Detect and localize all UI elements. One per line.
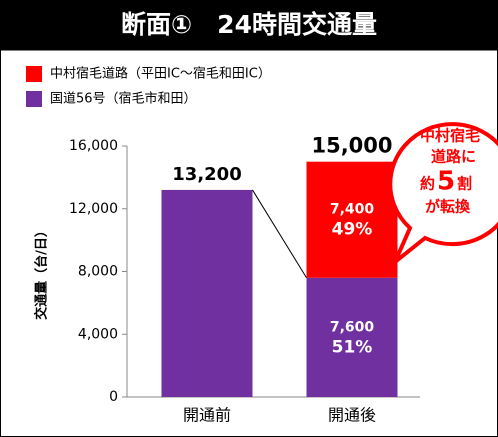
y-tick-label: 4,000 [78,326,118,342]
chart-title: 断面① 24時間交通量 [121,10,377,39]
segment-value-label: 7,600 [330,319,375,335]
callout-text: が転換 [425,198,471,216]
legend-swatch [26,66,42,82]
callout-text: 中村宿毛 [420,127,480,145]
total-label: 15,000 [311,134,392,158]
y-tick-label: 12,000 [69,201,118,217]
segment-percent-label: 51% [332,337,373,357]
x-tick-label: 開通後 [328,406,376,425]
legend-label: 中村宿毛道路（平田IC～宿毛和田IC） [50,66,271,82]
header-bar [0,0,498,50]
callout-text: 割 [457,175,472,193]
segment-percent-label: 49% [332,220,373,240]
total-label: 13,200 [172,164,241,185]
x-tick-label: 開通前 [183,406,231,425]
callout-text: 5 [437,167,455,197]
callout-text: 道路に [431,148,476,166]
callout-text: 約 [420,175,435,193]
bar-segment [161,189,253,397]
bar-segment [306,161,398,278]
y-tick-label: 8,000 [78,264,118,280]
y-tick-label: 0 [109,389,118,405]
legend-swatch [26,91,42,107]
y-tick-label: 16,000 [69,138,118,154]
legend-label: 国道56号（宿毛市和田） [50,91,197,107]
y-axis-label: 交通量（台/日） [34,224,50,320]
connector [252,189,307,279]
callout-bubble [388,122,498,264]
bar-segment [306,277,398,397]
segment-value-label: 7,400 [330,202,375,218]
